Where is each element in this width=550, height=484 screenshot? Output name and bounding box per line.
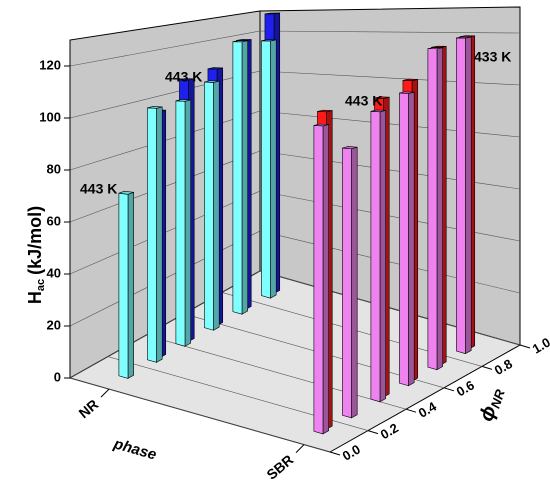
bar — [456, 36, 472, 355]
y-tick — [519, 344, 531, 349]
bar-top — [402, 78, 418, 81]
x-tick — [100, 388, 110, 398]
y-tick — [405, 408, 417, 413]
bar-side — [184, 99, 191, 347]
z-tick-label: 120 — [39, 57, 61, 72]
bar-top — [204, 80, 220, 83]
bar-front — [427, 48, 438, 371]
bar-side — [127, 191, 134, 379]
bar-front — [261, 40, 271, 299]
bar-top — [427, 47, 443, 50]
series-label: 433 K — [474, 49, 511, 65]
z-tick-label: 40 — [47, 265, 61, 280]
bar — [147, 106, 163, 363]
bar-top — [232, 40, 248, 43]
bar — [370, 109, 387, 403]
floor-grid-line — [145, 334, 407, 410]
z-tick-label: 0 — [54, 369, 61, 384]
bar-top — [374, 96, 390, 99]
bar-side — [322, 124, 330, 435]
y-label-sub: NR — [488, 387, 508, 410]
z-label-sub: ac — [35, 279, 47, 291]
y-tick — [367, 430, 379, 435]
bar-front — [342, 147, 352, 419]
z-tick-label: 80 — [47, 161, 61, 176]
x-tick — [295, 444, 305, 453]
bar-top — [342, 146, 358, 150]
bar-side — [408, 91, 415, 387]
bar-side — [213, 80, 220, 331]
bar — [261, 39, 277, 299]
y-tick — [443, 387, 455, 392]
grid-line — [69, 30, 521, 67]
z-tick-label: 60 — [47, 213, 61, 228]
bar-front — [370, 110, 381, 403]
bar-side — [436, 47, 444, 371]
bar-side — [351, 146, 358, 419]
floor-grid-line — [259, 270, 521, 346]
bar-front — [313, 125, 324, 435]
bar-top — [179, 78, 195, 81]
bar-top — [317, 109, 333, 113]
y-label-main: ϕ — [476, 403, 502, 424]
bar-side — [241, 40, 248, 315]
bar-top — [261, 39, 277, 42]
y-tick — [481, 365, 493, 370]
bar-top — [175, 99, 191, 102]
bar — [204, 80, 220, 331]
bar — [313, 123, 330, 435]
z-label-unit: (kJ/mol) — [25, 206, 45, 275]
bar-side — [270, 39, 277, 299]
z-tick-label: 20 — [47, 317, 61, 332]
bar-top — [207, 67, 223, 70]
bar-front — [175, 100, 186, 347]
y-axis-label: ϕNR — [476, 385, 509, 425]
x-tick-label: NR — [76, 396, 102, 421]
z-label-main: H — [25, 291, 45, 304]
bar-top — [118, 190, 134, 195]
bar-side — [156, 106, 163, 363]
bar-top — [456, 36, 472, 39]
bar-top — [313, 123, 329, 127]
bar-front — [204, 81, 214, 331]
bar-front — [456, 37, 466, 355]
bar-top — [264, 12, 280, 15]
series-label: 443 K — [345, 93, 382, 109]
bar — [427, 47, 444, 371]
bar-top — [399, 91, 415, 94]
series-label: 443 K — [80, 181, 117, 197]
bar-top — [370, 109, 386, 113]
bar — [118, 190, 134, 379]
x-tick-label: SBR — [263, 451, 296, 482]
bar-front — [232, 41, 243, 315]
y-tick — [329, 451, 341, 456]
bar — [232, 40, 248, 315]
bar-front — [118, 192, 129, 379]
bar-front — [147, 107, 157, 363]
y-tick-label: 1.0 — [530, 335, 550, 357]
bar-top — [147, 106, 163, 109]
z-tick-label: 100 — [39, 109, 61, 124]
bar-front — [399, 92, 409, 387]
bar — [342, 146, 358, 419]
floor-grid-line — [69, 377, 331, 453]
bar-side — [379, 110, 387, 403]
bar — [175, 99, 191, 347]
x-axis-label: phase — [111, 435, 158, 464]
series-label: 443 K — [165, 69, 202, 85]
bar-side — [465, 36, 472, 355]
z-axis-label: Hac (kJ/mol) — [25, 206, 47, 304]
bar — [399, 91, 415, 387]
